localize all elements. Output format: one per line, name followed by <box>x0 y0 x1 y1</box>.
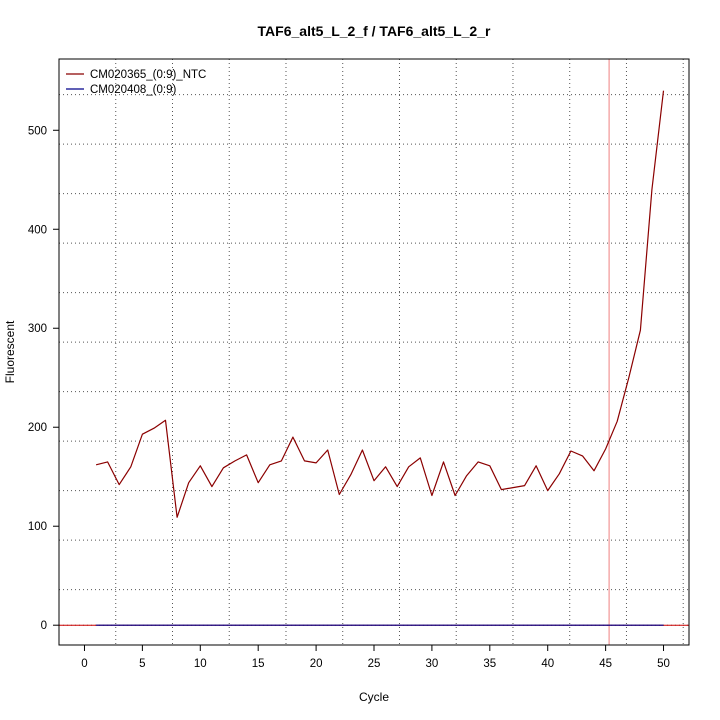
y-tick-label: 200 <box>28 422 47 434</box>
y-axis-label: Fluorescent <box>3 320 17 383</box>
series-line-1 <box>95 90 665 518</box>
x-tick-label: 10 <box>194 658 207 670</box>
x-tick-label: 50 <box>657 658 670 670</box>
x-axis-label: Cycle <box>359 690 389 704</box>
x-tick-label: 0 <box>81 658 87 670</box>
y-tick-label: 300 <box>28 323 47 335</box>
x-tick-label: 35 <box>483 658 496 670</box>
x-tick-label: 15 <box>252 658 265 670</box>
series-layer <box>95 90 665 626</box>
chart-title: TAF6_alt5_L_2_f / TAF6_alt5_L_2_r <box>258 23 491 39</box>
y-tick-label: 500 <box>28 125 47 137</box>
x-tick-label: 20 <box>310 658 323 670</box>
y-tick-label: 0 <box>41 620 47 632</box>
y-tick-label: 100 <box>28 521 47 533</box>
legend: CM020365_(0:9)_NTC CM020408_(0:9) <box>66 69 206 96</box>
x-axis: 0 5 10 15 20 25 30 35 40 45 50 <box>81 645 670 670</box>
x-tick-label: 25 <box>368 658 381 670</box>
grid-lines <box>58 59 689 645</box>
legend-label-2: CM020408_(0:9) <box>90 84 176 96</box>
x-tick-label: 30 <box>426 658 439 670</box>
x-tick-label: 5 <box>139 658 145 670</box>
threshold-layer <box>59 59 689 645</box>
legend-label-1: CM020365_(0:9)_NTC <box>90 69 206 81</box>
x-tick-label: 40 <box>541 658 554 670</box>
y-tick-label: 400 <box>28 224 47 236</box>
y-axis: 0 100 200 300 400 500 <box>28 125 59 632</box>
plot-frame <box>58 58 690 646</box>
x-tick-label: 45 <box>599 658 612 670</box>
